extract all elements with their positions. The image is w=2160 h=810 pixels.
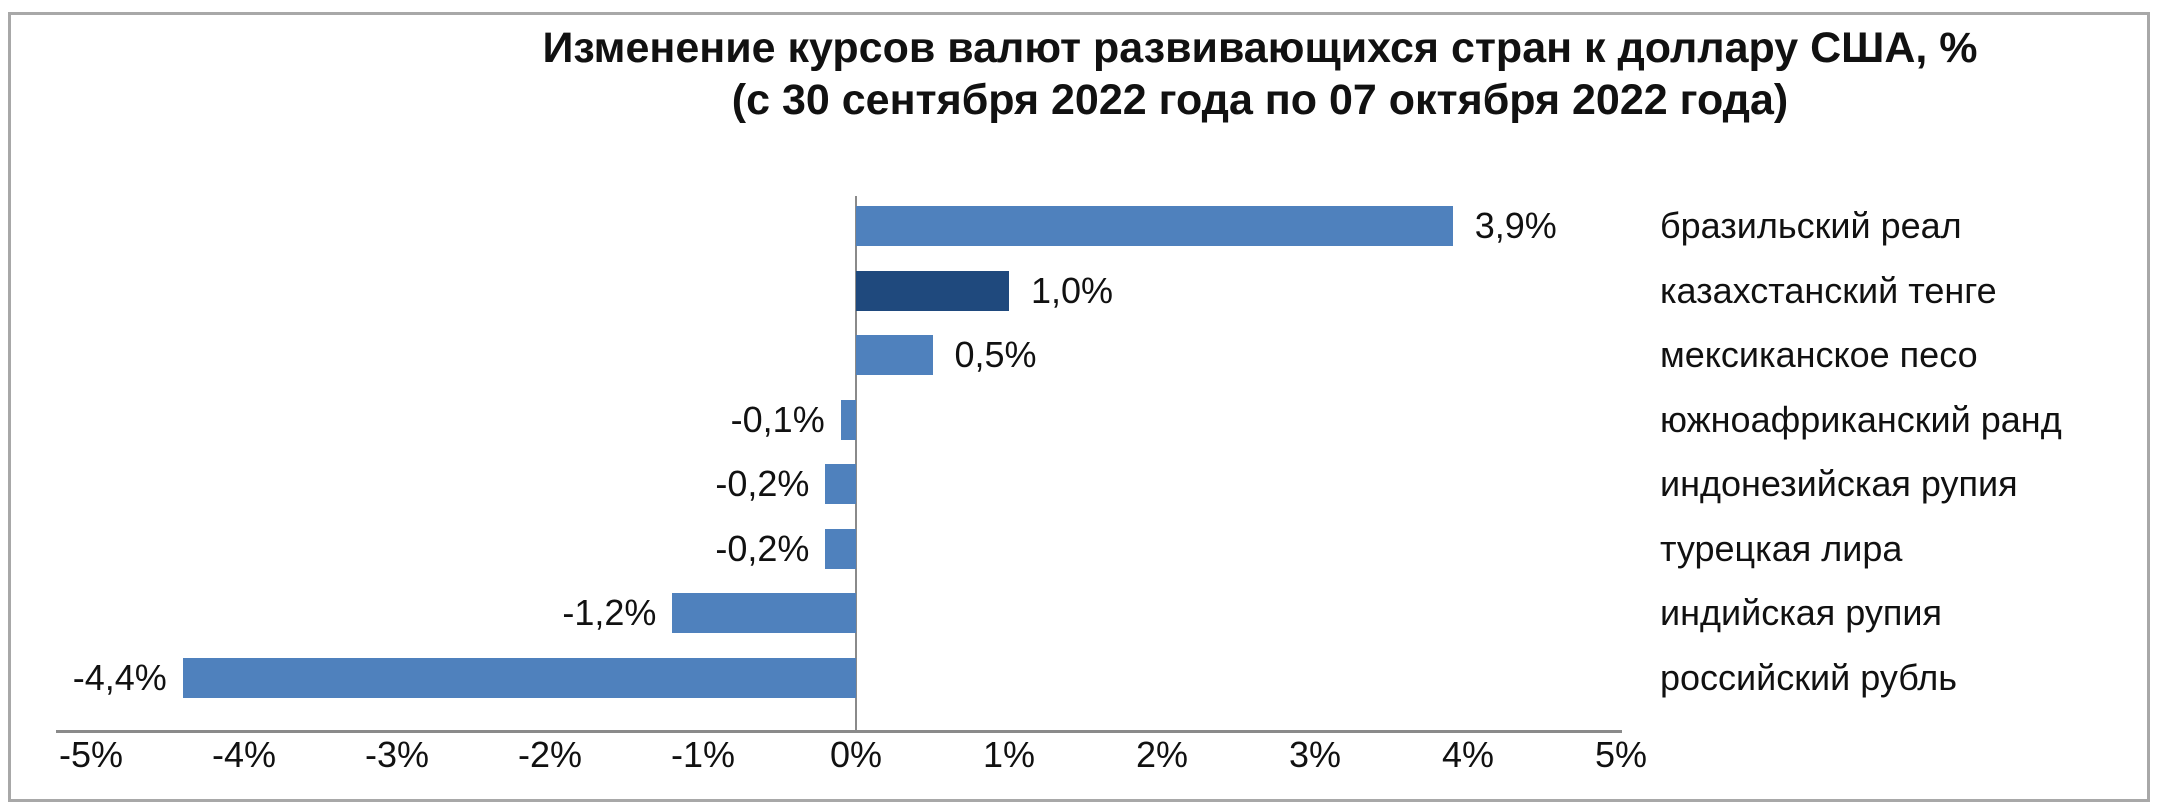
x-tick-label: 5% <box>1594 734 1648 775</box>
data-label: 3,9% <box>1474 205 1557 246</box>
x-tick-label: 2% <box>1135 734 1189 775</box>
bar <box>672 593 856 633</box>
bar <box>825 464 856 504</box>
bar <box>825 528 856 569</box>
x-tick-label: -2% <box>517 734 583 775</box>
title-line-1: Изменение курсов валют развивающихся стр… <box>542 24 1978 72</box>
chart-title: Изменение курсов валют развивающихся стр… <box>0 22 2160 126</box>
x-axis-line <box>56 730 1622 733</box>
x-tick-label: -4% <box>211 734 277 775</box>
category-label: казахстанский тенге <box>1660 269 1997 311</box>
data-label: -0,2% <box>715 527 810 569</box>
x-tick-label: 4% <box>1441 734 1495 775</box>
data-label: 0,5% <box>954 334 1037 375</box>
data-label: -0,1% <box>730 398 825 440</box>
data-label: -1,2% <box>562 592 657 633</box>
bar <box>856 206 1453 246</box>
category-label: южноафриканский ранд <box>1660 398 2062 440</box>
category-label: мексиканское песо <box>1660 334 1978 375</box>
bar <box>856 335 933 375</box>
title-line-2: (с 30 сентября 2022 года по 07 октября 2… <box>731 76 1789 124</box>
zero-axis-line <box>855 196 857 732</box>
x-tick-label: -5% <box>58 734 124 775</box>
x-tick-label: 1% <box>982 734 1036 775</box>
x-tick-label: 3% <box>1288 734 1342 775</box>
category-label: российский рубль <box>1660 656 1958 698</box>
category-label: индийская рупия <box>1660 592 1942 633</box>
bar <box>182 657 856 698</box>
data-label: -0,2% <box>715 463 810 504</box>
x-tick-label: -3% <box>364 734 430 775</box>
x-tick-label: 0% <box>829 734 883 775</box>
category-label: турецкая лира <box>1660 527 1903 569</box>
category-label: индонезийская рупия <box>1660 463 2018 504</box>
x-tick-label: -1% <box>670 734 736 775</box>
category-label: бразильский реал <box>1660 205 1962 246</box>
data-label: -4,4% <box>72 656 167 698</box>
data-label: 1,0% <box>1031 269 1114 311</box>
bar <box>856 270 1009 311</box>
bar <box>840 399 856 440</box>
